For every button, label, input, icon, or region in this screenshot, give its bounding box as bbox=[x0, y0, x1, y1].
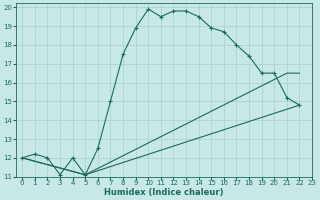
X-axis label: Humidex (Indice chaleur): Humidex (Indice chaleur) bbox=[104, 188, 224, 197]
